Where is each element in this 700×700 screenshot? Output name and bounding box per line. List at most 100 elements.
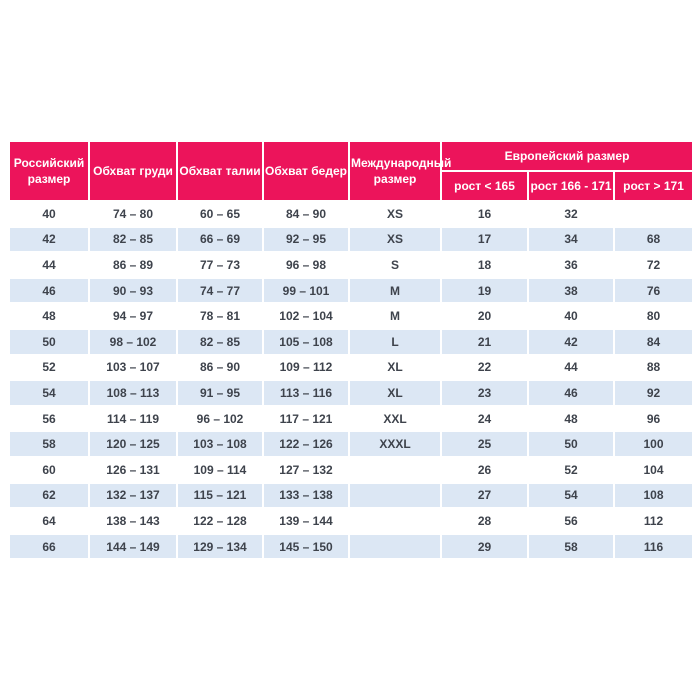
table-row: 46 90 – 93 74 – 77 99 – 101 M 19 38 76: [8, 276, 694, 305]
table-cell: 78 – 81: [176, 302, 264, 330]
table-cell: 52: [8, 353, 90, 382]
table-cell: 25: [440, 430, 529, 458]
table-cell: 122 – 126: [262, 430, 350, 458]
table-cell: M: [348, 302, 442, 330]
table-cell: 109 – 112: [262, 353, 350, 382]
table-cell: [613, 200, 694, 228]
table-cell: 116: [613, 532, 694, 561]
table-cell: 132 – 137: [88, 481, 178, 510]
table-cell: 42: [527, 327, 615, 356]
table-cell: 21: [440, 327, 529, 356]
table-cell: 84 – 90: [262, 200, 350, 228]
table-cell: 104: [613, 455, 694, 484]
table-cell: 94 – 97: [88, 302, 178, 330]
table-cell: 58: [8, 430, 90, 458]
table-cell: 76: [613, 276, 694, 305]
table-cell: 96 – 98: [262, 251, 350, 279]
table-cell: 82 – 85: [88, 225, 178, 254]
table-cell: 74 – 77: [176, 276, 264, 305]
table-cell: 27: [440, 481, 529, 510]
table-cell: 40: [527, 302, 615, 330]
table-cell: 139 – 144: [262, 507, 350, 535]
table-cell: 99 – 101: [262, 276, 350, 305]
header-height-166-171: рост 166 - 171: [527, 170, 615, 202]
table-cell: 56: [8, 404, 90, 433]
table-cell: 109 – 114: [176, 455, 264, 484]
table-cell: 145 – 150: [262, 532, 350, 561]
table-row: 56 114 – 119 96 – 102 117 – 121 XXL 24 48 96: [8, 404, 694, 433]
table-cell: 28: [440, 507, 529, 535]
table-cell: 144 – 149: [88, 532, 178, 561]
table-cell: 32: [527, 200, 615, 228]
table-cell: 50: [527, 430, 615, 458]
table-cell: 19: [440, 276, 529, 305]
table-row: 66 144 – 149 129 – 134 145 – 150 29 58 116: [8, 532, 694, 561]
table-cell: 129 – 134: [176, 532, 264, 561]
table-row: 48 94 – 97 78 – 81 102 – 104 M 20 40 80: [8, 302, 694, 330]
table-cell: 54: [8, 379, 90, 407]
table-cell: 120 – 125: [88, 430, 178, 458]
table-cell: 108: [613, 481, 694, 510]
table-cell: 50: [8, 327, 90, 356]
table-cell: 64: [8, 507, 90, 535]
table-cell: 126 – 131: [88, 455, 178, 484]
table-row: 50 98 – 102 82 – 85 105 – 108 L 21 42 84: [8, 327, 694, 356]
table-cell: [348, 455, 442, 484]
table-row: 42 82 – 85 66 – 69 92 – 95 XS 17 34 68: [8, 225, 694, 254]
table-cell: 48: [8, 302, 90, 330]
table-cell: 92 – 95: [262, 225, 350, 254]
table-cell: 108 – 113: [88, 379, 178, 407]
header-hip-girth: Обхват бедер: [262, 140, 350, 202]
table-cell: 48: [527, 404, 615, 433]
table-cell: 38: [527, 276, 615, 305]
table-cell: 36: [527, 251, 615, 279]
table-cell: 40: [8, 200, 90, 228]
table-cell: 24: [440, 404, 529, 433]
table-row: 64 138 – 143 122 – 128 139 – 144 28 56 112: [8, 507, 694, 535]
table-cell: 60 – 65: [176, 200, 264, 228]
header-international-size: Международный размер: [348, 140, 451, 202]
table-cell: 34: [527, 225, 615, 254]
table-cell: 127 – 132: [262, 455, 350, 484]
table-row: 44 86 – 89 77 – 73 96 – 98 S 18 36 72: [8, 251, 694, 279]
table-cell: 66: [8, 532, 90, 561]
table-cell: 92: [613, 379, 694, 407]
table-cell: XXXL: [348, 430, 442, 458]
table-cell: 20: [440, 302, 529, 330]
table-cell: 56: [527, 507, 615, 535]
table-cell: 103 – 108: [176, 430, 264, 458]
table-cell: 138 – 143: [88, 507, 178, 535]
table-header: Российский размер Обхват груди Обхват та…: [8, 140, 694, 202]
table-cell: 66 – 69: [176, 225, 264, 254]
table-cell: 114 – 119: [88, 404, 178, 433]
table-cell: M: [348, 276, 442, 305]
table-cell: 88: [613, 353, 694, 382]
header-russian-size: Российский размер: [8, 140, 90, 202]
table-cell: 91 – 95: [176, 379, 264, 407]
table-cell: 52: [527, 455, 615, 484]
table-cell: [348, 532, 442, 561]
table-row: 40 74 – 80 60 – 65 84 – 90 XS 16 32: [8, 200, 694, 228]
table-cell: 115 – 121: [176, 481, 264, 510]
table-cell: XS: [348, 225, 442, 254]
table-cell: 102 – 104: [262, 302, 350, 330]
table-cell: 82 – 85: [176, 327, 264, 356]
table-cell: 17: [440, 225, 529, 254]
table-cell: 105 – 108: [262, 327, 350, 356]
table-cell: 84: [613, 327, 694, 356]
table-cell: 80: [613, 302, 694, 330]
table-cell: 74 – 80: [88, 200, 178, 228]
size-chart-table: Российский размер Обхват груди Обхват та…: [8, 140, 694, 561]
table-cell: 22: [440, 353, 529, 382]
table-cell: XL: [348, 379, 442, 407]
table-cell: 133 – 138: [262, 481, 350, 510]
table-cell: 42: [8, 225, 90, 254]
table-cell: 46: [8, 276, 90, 305]
header-height-over-171: рост > 171: [613, 170, 694, 202]
table-cell: 23: [440, 379, 529, 407]
header-height-under-165: рост < 165: [440, 170, 529, 202]
table-cell: 62: [8, 481, 90, 510]
table-cell: 44: [8, 251, 90, 279]
size-chart: Российский размер Обхват груди Обхват та…: [8, 140, 694, 561]
table-cell: 44: [527, 353, 615, 382]
